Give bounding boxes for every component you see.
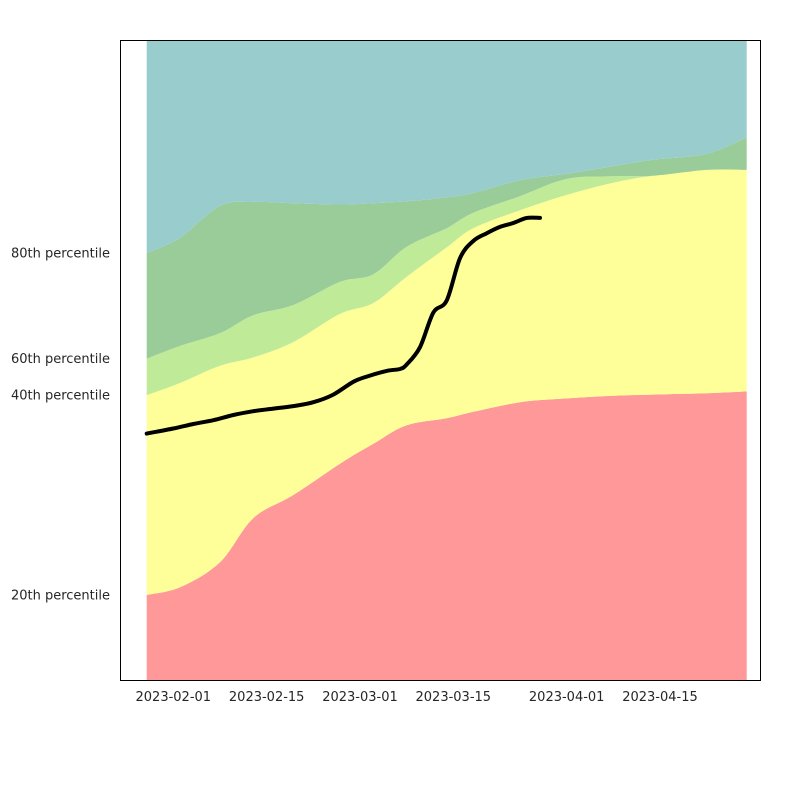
band-band_20_40 xyxy=(146,169,747,595)
y-tick-label: 20th percentile xyxy=(11,588,110,603)
x-tick-label: 2023-03-15 xyxy=(416,690,492,705)
band-band_0_20 xyxy=(146,391,747,680)
x-tick-label: 2023-02-01 xyxy=(136,690,212,705)
percentile-bands xyxy=(146,40,747,680)
band-band_40_60 xyxy=(146,169,747,396)
x-tick-label: 2023-02-15 xyxy=(229,690,305,705)
band-band_80_100 xyxy=(146,40,747,254)
y-tick-label: 40th percentile xyxy=(11,389,110,404)
band-band_60_80 xyxy=(146,137,747,359)
y-tick-label: 60th percentile xyxy=(11,352,110,367)
series-lines xyxy=(144,215,542,436)
x-axis-ticks: 2023-02-01 2023-02-15 2023-03-01 2023-03-15… xyxy=(136,690,698,705)
y-axis-ticks: 20th percentile 40th percentile 60th perce… xyxy=(11,247,110,604)
y-tick-label: 80th percentile xyxy=(11,247,110,262)
x-tick-label: 2023-04-01 xyxy=(529,690,605,705)
series-line-0 xyxy=(144,215,542,436)
x-tick-label: 2023-04-15 xyxy=(622,690,698,705)
x-tick-label: 2023-03-01 xyxy=(322,690,398,705)
plot-frame xyxy=(120,40,761,681)
